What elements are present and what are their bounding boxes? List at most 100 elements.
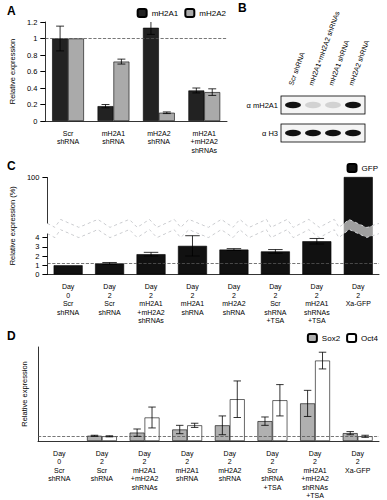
svg-text:A: A [7,4,16,18]
svg-text:Xa-GFP: Xa-GFP [346,300,372,307]
svg-text:shRNA: shRNA [57,138,80,145]
svg-text:mH2A2 shRNA: mH2A2 shRNA [347,39,370,86]
svg-text:1: 1 [35,261,39,270]
svg-text:shRNAs: shRNAs [138,317,164,324]
svg-text:Scr: Scr [97,467,108,474]
svg-text:0: 0 [33,117,37,126]
svg-text:Day: Day [96,450,109,458]
svg-text:2: 2 [232,292,236,299]
svg-text:2: 2 [149,292,153,299]
svg-text:2: 2 [100,458,104,465]
svg-text:0.6: 0.6 [27,67,37,76]
svg-text:α mH2A1: α mH2A1 [247,101,278,110]
svg-text:Day: Day [266,450,279,458]
svg-text:Day: Day [186,283,199,291]
svg-text:Scr: Scr [267,467,278,474]
svg-text:+TSA: +TSA [264,484,282,491]
svg-text:0.4: 0.4 [27,84,37,93]
svg-text:2: 2 [228,458,232,465]
svg-text:Scr: Scr [54,467,65,474]
svg-text:mH2A2: mH2A2 [199,9,226,18]
svg-text:Day: Day [103,283,116,291]
svg-text:2: 2 [315,292,319,299]
svg-text:Relative expression: Relative expression [20,361,29,426]
svg-text:100: 100 [27,173,40,182]
svg-text:shRNA: shRNA [48,475,71,482]
svg-text:+mH2A2: +mH2A2 [191,138,219,145]
svg-text:mH2A1: mH2A1 [133,467,156,474]
svg-text:Day: Day [228,283,241,291]
svg-text:2: 2 [35,252,39,261]
svg-text:mH2A2: mH2A2 [147,130,170,137]
svg-text:α H3: α H3 [262,129,278,138]
svg-text:mH2A1: mH2A1 [139,300,162,307]
svg-text:Day: Day [351,450,364,458]
svg-text:Day: Day [181,450,194,458]
svg-text:shRNAs: shRNAs [304,309,330,316]
svg-text:mH2A1 shRNA: mH2A1 shRNA [327,39,350,86]
svg-text:mH2A1: mH2A1 [303,467,326,474]
svg-text:Day: Day [269,283,282,291]
svg-text:Scr: Scr [270,300,281,307]
svg-text:shRNA: shRNA [91,475,114,482]
svg-text:Scr: Scr [63,130,74,137]
svg-text:Oct4: Oct4 [361,334,378,343]
svg-text:Day: Day [309,450,322,458]
svg-text:GFP: GFP [362,164,378,173]
svg-text:2: 2 [185,458,189,465]
svg-text:shRNAs: shRNAs [191,147,217,154]
svg-text:Relative expression (%): Relative expression (%) [8,186,17,266]
svg-text:mH2A1: mH2A1 [181,300,204,307]
svg-text:mH2A1: mH2A1 [193,130,216,137]
svg-text:2: 2 [143,458,147,465]
svg-text:Scr shRNA: Scr shRNA [287,51,306,86]
svg-text:3: 3 [35,242,39,251]
svg-text:shRNA: shRNA [102,138,125,145]
svg-text:shRNA: shRNA [148,138,171,145]
svg-text:0.8: 0.8 [27,51,37,60]
svg-text:shRNA: shRNA [223,309,246,316]
svg-text:mH2A2: mH2A2 [218,467,241,474]
svg-text:shRNA: shRNA [181,309,204,316]
svg-text:shRNA: shRNA [264,309,287,316]
svg-text:0: 0 [57,458,61,465]
svg-text:Day: Day [311,283,324,291]
svg-text:Day: Day [145,283,158,291]
svg-text:2: 2 [191,292,195,299]
svg-text:Scr: Scr [63,300,74,307]
svg-text:+TSA: +TSA [306,492,324,499]
svg-text:shRNA: shRNA [219,475,242,482]
svg-text:Sox2: Sox2 [322,334,341,343]
svg-text:2: 2 [313,458,317,465]
svg-text:2: 2 [356,292,360,299]
svg-text:shRNA: shRNA [57,309,80,316]
svg-text:+mH2A2: +mH2A2 [301,475,329,482]
svg-text:Day: Day [224,450,237,458]
svg-text:Day: Day [62,283,75,291]
svg-text:mH2A1: mH2A1 [102,130,125,137]
svg-text:mH2A1: mH2A1 [305,300,328,307]
svg-text:Relative expression: Relative expression [8,39,17,104]
svg-text:mH2A1: mH2A1 [152,9,179,18]
svg-text:shRNAs: shRNAs [302,484,328,491]
svg-text:Day: Day [138,450,151,458]
svg-text:Day: Day [352,283,365,291]
svg-text:Scr: Scr [104,300,115,307]
svg-text:0: 0 [66,292,70,299]
svg-text:+TSA: +TSA [267,317,285,324]
svg-text:2: 2 [273,292,277,299]
svg-text:D: D [7,329,16,343]
svg-text:shRNA: shRNA [261,475,284,482]
svg-text:shRNA: shRNA [98,309,121,316]
svg-text:mH2A1: mH2A1 [176,467,199,474]
svg-text:0.2: 0.2 [27,100,37,109]
svg-text:4: 4 [35,233,39,242]
svg-text:+mH2A2: +mH2A2 [131,475,159,482]
svg-text:1.2: 1.2 [27,18,37,27]
svg-text:2: 2 [356,458,360,465]
svg-text:shRNAs: shRNAs [132,484,158,491]
svg-text:B: B [238,1,247,15]
svg-text:1: 1 [33,34,37,43]
svg-text:2: 2 [108,292,112,299]
svg-text:shRNA: shRNA [176,475,199,482]
